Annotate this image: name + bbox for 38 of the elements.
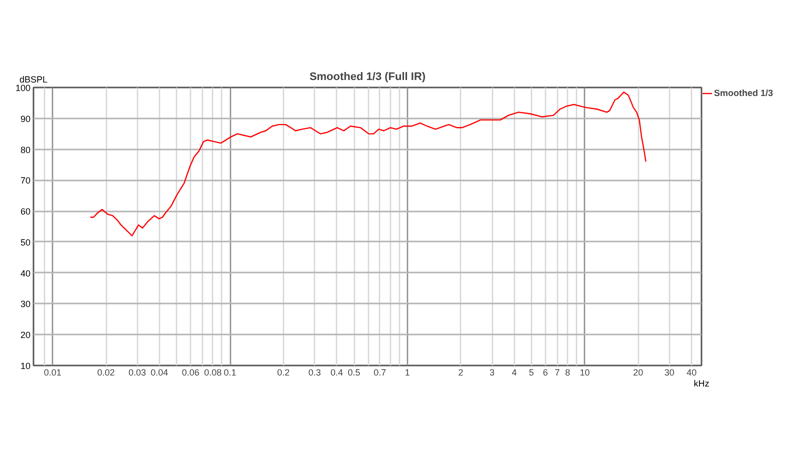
x-tick-label: 20 bbox=[633, 368, 644, 378]
x-tick-label: 10 bbox=[580, 368, 590, 378]
y-axis-title: dBSPL bbox=[19, 74, 48, 84]
x-tick-label: 4 bbox=[512, 368, 517, 378]
x-tick-label: 8 bbox=[565, 368, 570, 378]
x-tick-label: 3 bbox=[490, 368, 495, 378]
x-tick-label: 0.04 bbox=[150, 368, 168, 378]
x-tick-label: 2 bbox=[458, 368, 464, 378]
x-tick-label: 0.03 bbox=[128, 368, 146, 378]
y-tick-label: 80 bbox=[20, 144, 31, 155]
x-tick-label: 30 bbox=[664, 368, 674, 378]
y-tick-label: 100 bbox=[15, 83, 31, 93]
x-tick-label: 0.02 bbox=[97, 368, 115, 378]
y-tick-label: 20 bbox=[20, 330, 31, 340]
x-tick-label: 0.08 bbox=[204, 368, 222, 378]
x-tick-label: 0.7 bbox=[374, 368, 386, 378]
legend-label: Smoothed 1/3 bbox=[714, 88, 774, 98]
x-axis-title: kHz bbox=[694, 378, 710, 388]
y-tick-label: 70 bbox=[20, 176, 31, 186]
y-tick-label: 50 bbox=[20, 237, 31, 248]
x-tick-label: 0.06 bbox=[182, 368, 200, 378]
x-tick-label: 5 bbox=[528, 368, 534, 378]
x-tick-label: 0.1 bbox=[224, 368, 236, 378]
chart-title: Smoothed 1/3 (Full IR) bbox=[309, 71, 426, 83]
x-tick-label: 6 bbox=[542, 368, 548, 378]
x-tick-label: 0.2 bbox=[277, 368, 290, 378]
y-tick-label: 10 bbox=[20, 361, 31, 371]
y-tick-label: 40 bbox=[20, 268, 31, 278]
x-tick-label: 7 bbox=[554, 368, 560, 378]
x-tick-label: 0.5 bbox=[348, 368, 360, 378]
x-tick-label: 0.4 bbox=[330, 368, 344, 378]
x-tick-label: 0.3 bbox=[308, 368, 321, 378]
y-tick-label: 90 bbox=[20, 114, 31, 124]
y-tick-label: 30 bbox=[20, 299, 31, 310]
x-tick-label: 1 bbox=[404, 368, 410, 378]
x-tick-label: 0.01 bbox=[44, 368, 62, 378]
x-tick-label: 40 bbox=[686, 368, 697, 378]
y-tick-label: 60 bbox=[20, 206, 31, 217]
